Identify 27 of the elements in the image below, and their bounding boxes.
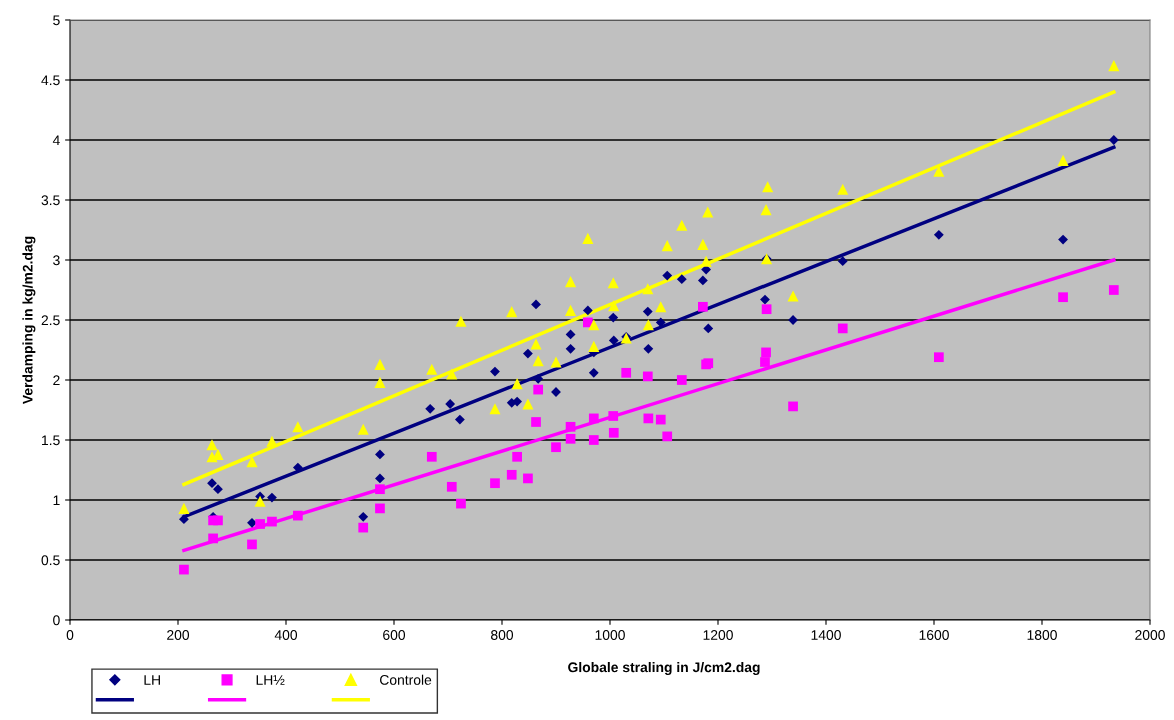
x-axis-title: Globale straling in J/cm2.dag [568,662,760,676]
y-tick-label: 4 [52,135,60,146]
x-tick-label: 1400 [811,630,841,640]
y-tick-label: 3 [53,255,60,266]
y-tick-label: 3.5 [41,195,60,206]
legend-label: Controle [380,674,432,685]
y-tick-label: 2.5 [41,315,60,326]
x-tick-label: 200 [167,630,190,640]
x-tick-label: 800 [491,630,514,640]
legend-label: LH½ [256,675,285,685]
x-tick-label: 1200 [703,630,733,640]
x-tick-label: 400 [274,630,298,640]
y-tick-label: 2 [53,375,60,386]
x-tick-label: 1600 [919,630,949,640]
y-tick-label: 1 [53,495,60,506]
x-tick-label: 2000 [1135,630,1165,640]
y-axis-title: Verdamping in kg/m2.dag [22,236,36,405]
x-tick-label: 0 [66,630,74,640]
y-tick-label: 0.5 [41,555,60,566]
y-tick-label: 1.5 [42,435,60,446]
y-tick-label: 4.5 [41,75,60,86]
y-tick-label: 0 [53,615,60,626]
x-tick-label: 1000 [595,630,625,640]
x-tick-label: 600 [383,630,406,640]
x-tick-label: 1800 [1027,630,1057,640]
y-tick-label: 5 [53,15,60,26]
legend-label: LH [144,675,160,685]
